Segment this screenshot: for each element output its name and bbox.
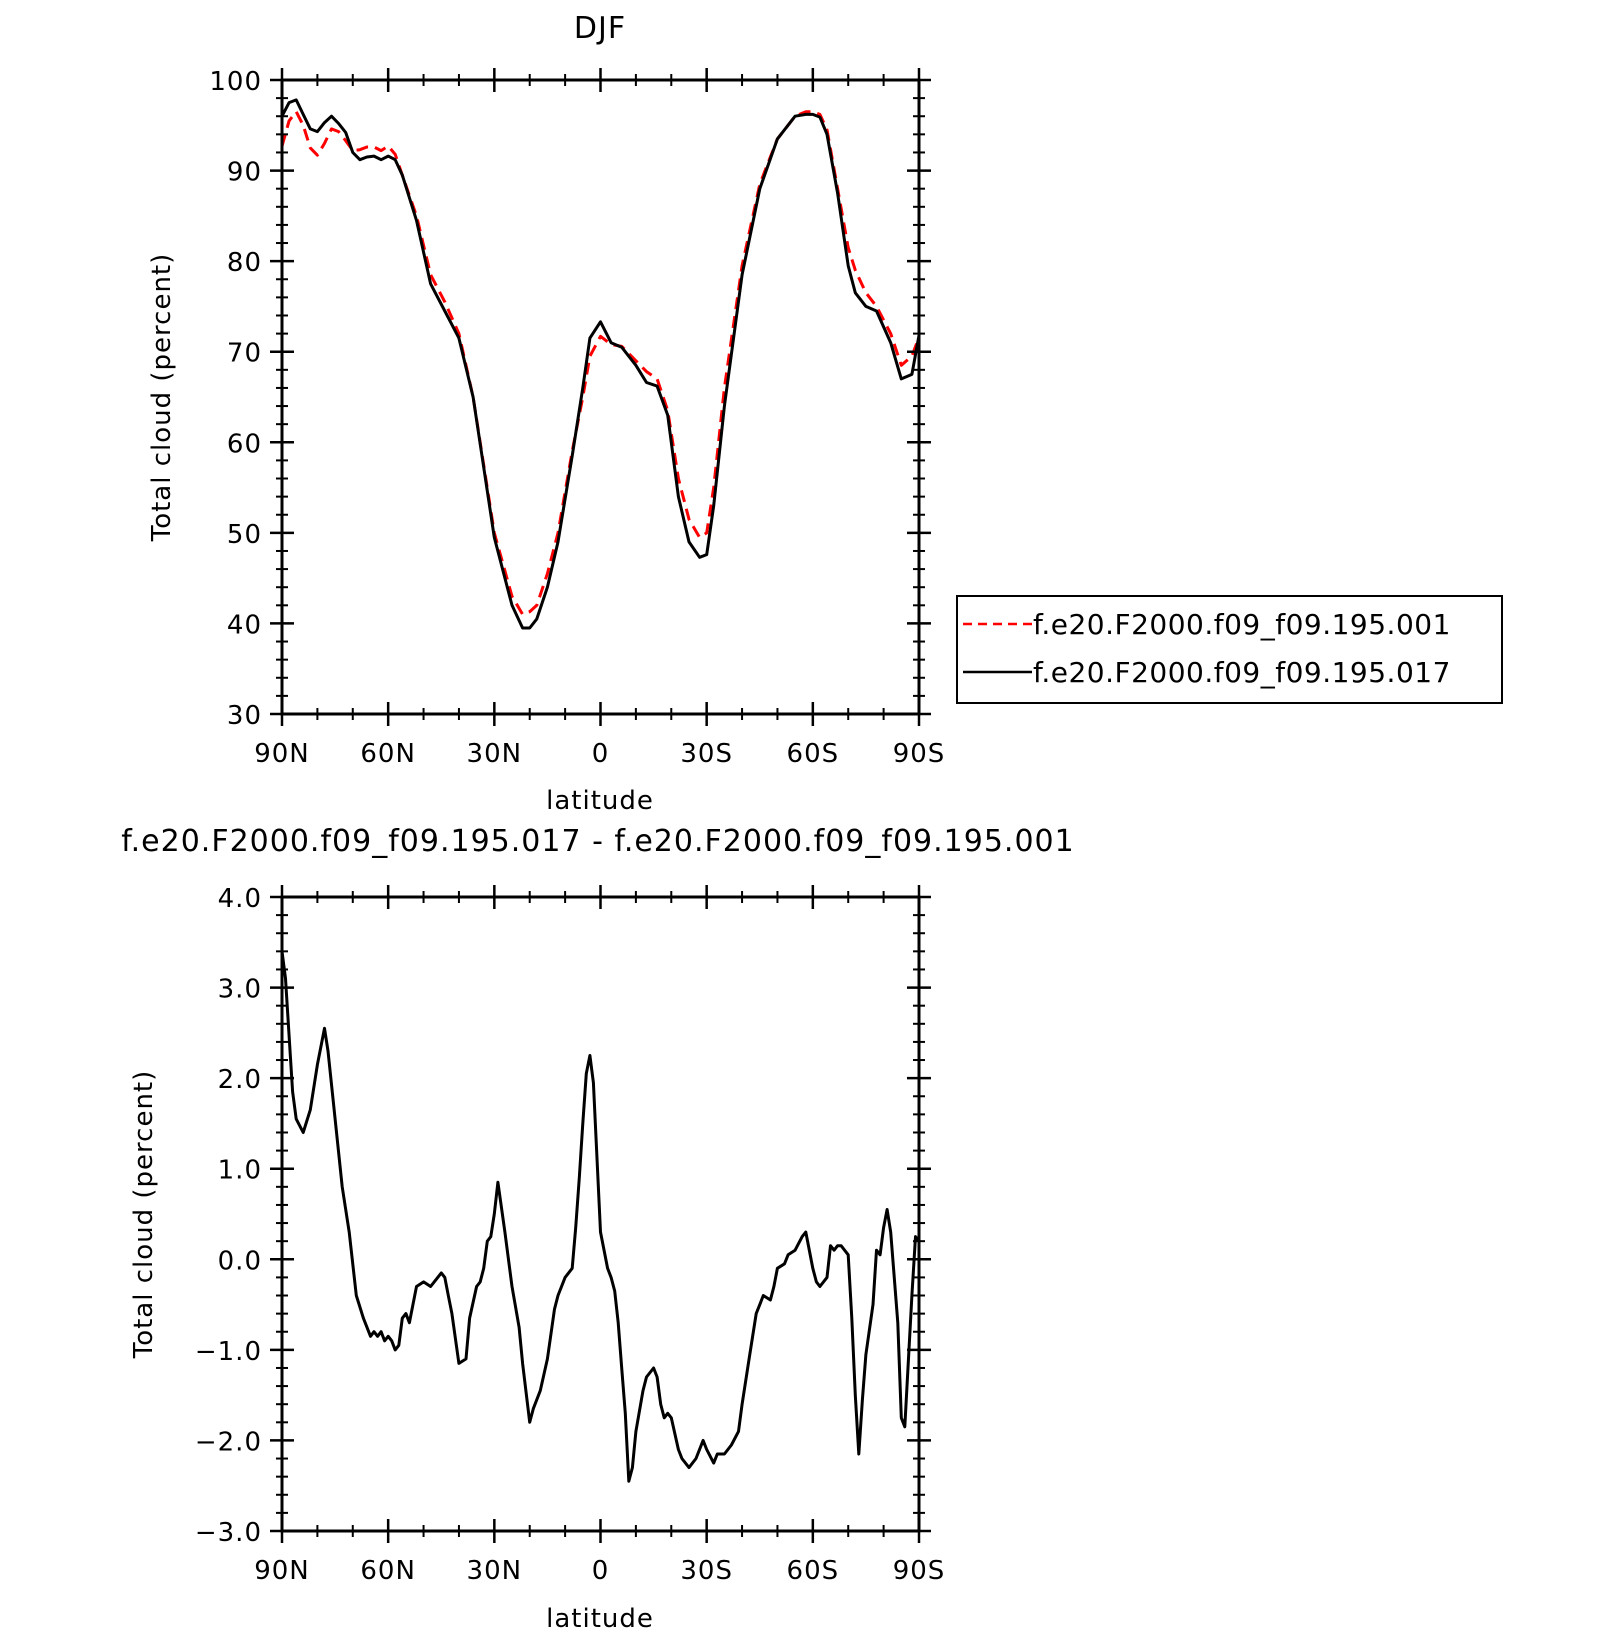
top-y-tick-label: 90 xyxy=(227,158,262,188)
legend-label-series-1: f.e20.F2000.f09_f09.195.001 xyxy=(1033,608,1451,641)
bottom-x-tick-label: 90N xyxy=(254,1556,310,1586)
top-y-tick-label: 50 xyxy=(227,520,262,550)
top-chart-title: DJF xyxy=(574,11,626,46)
top-y-tick-label: 30 xyxy=(227,701,262,731)
bottom-y-axis-label: Total cloud (percent) xyxy=(129,1070,159,1360)
top-y-axis-label: Total cloud (percent) xyxy=(147,253,177,543)
top-y-tick-label: 40 xyxy=(227,610,262,640)
top-plot-frame xyxy=(280,78,921,716)
top-y-tick-label: 60 xyxy=(227,429,262,459)
bottom-y-tick-label: 0.0 xyxy=(218,1246,262,1276)
top-x-tick-label: 90N xyxy=(254,739,310,769)
top-series-1-line xyxy=(280,110,921,616)
top-y-tick-labels: 30 40 50 60 70 80 90 100 xyxy=(209,67,262,731)
top-x-tick-label: 60N xyxy=(360,739,416,769)
top-y-tick-label: 100 xyxy=(209,67,262,97)
bottom-y-tick-label: 4.0 xyxy=(218,884,262,914)
bottom-x-tick-label: 0 xyxy=(592,1556,610,1586)
bottom-series-1-line xyxy=(280,951,921,1483)
top-x-axis-label: latitude xyxy=(546,786,654,816)
top-x-tick-label: 30S xyxy=(680,739,733,769)
bottom-series-line xyxy=(280,951,921,1483)
top-x-tick-label: 90S xyxy=(893,739,946,769)
bottom-y-tick-labels: −3.0 −2.0 −1.0 0.0 1.0 2.0 3.0 4.0 xyxy=(195,884,262,1548)
top-x-tick-labels: 90N 60N 30N 0 30S 60S 90S xyxy=(254,739,946,769)
bottom-chart-title: f.e20.F2000.f09_f09.195.017 - f.e20.F200… xyxy=(121,824,1074,859)
legend-label-series-2: f.e20.F2000.f09_f09.195.017 xyxy=(1033,656,1451,689)
top-axis-ticks xyxy=(270,68,931,726)
bottom-y-tick-label: −2.0 xyxy=(195,1427,262,1457)
bottom-x-tick-label: 90S xyxy=(893,1556,946,1586)
bottom-x-tick-label: 60S xyxy=(787,1556,840,1586)
bottom-y-tick-label: 1.0 xyxy=(218,1156,262,1186)
bottom-x-tick-label: 60N xyxy=(360,1556,416,1586)
top-series-lines xyxy=(280,98,921,630)
bottom-x-tick-label: 30S xyxy=(680,1556,733,1586)
bottom-x-tick-label: 30N xyxy=(467,1556,523,1586)
bottom-y-tick-label: −1.0 xyxy=(195,1337,262,1367)
top-x-tick-label: 30N xyxy=(467,739,523,769)
top-y-tick-label: 70 xyxy=(227,339,262,369)
bottom-y-tick-label: 3.0 xyxy=(218,975,262,1005)
bottom-x-axis-label: latitude xyxy=(546,1604,654,1634)
top-y-tick-label: 80 xyxy=(227,248,262,278)
top-series-2-line xyxy=(280,98,921,630)
legend-box xyxy=(956,595,1503,704)
bottom-y-tick-label: −3.0 xyxy=(195,1518,262,1548)
legend: f.e20.F2000.f09_f09.195.001 f.e20.F2000.… xyxy=(956,595,1503,704)
bottom-axis-ticks xyxy=(270,885,931,1543)
bottom-panel: f.e20.F2000.f09_f09.195.017 - f.e20.F200… xyxy=(121,824,1074,1634)
top-x-tick-label: 0 xyxy=(592,739,610,769)
top-x-tick-label: 60S xyxy=(787,739,840,769)
bottom-y-tick-label: 2.0 xyxy=(218,1065,262,1095)
bottom-x-tick-labels: 90N 60N 30N 0 30S 60S 90S xyxy=(254,1556,946,1586)
